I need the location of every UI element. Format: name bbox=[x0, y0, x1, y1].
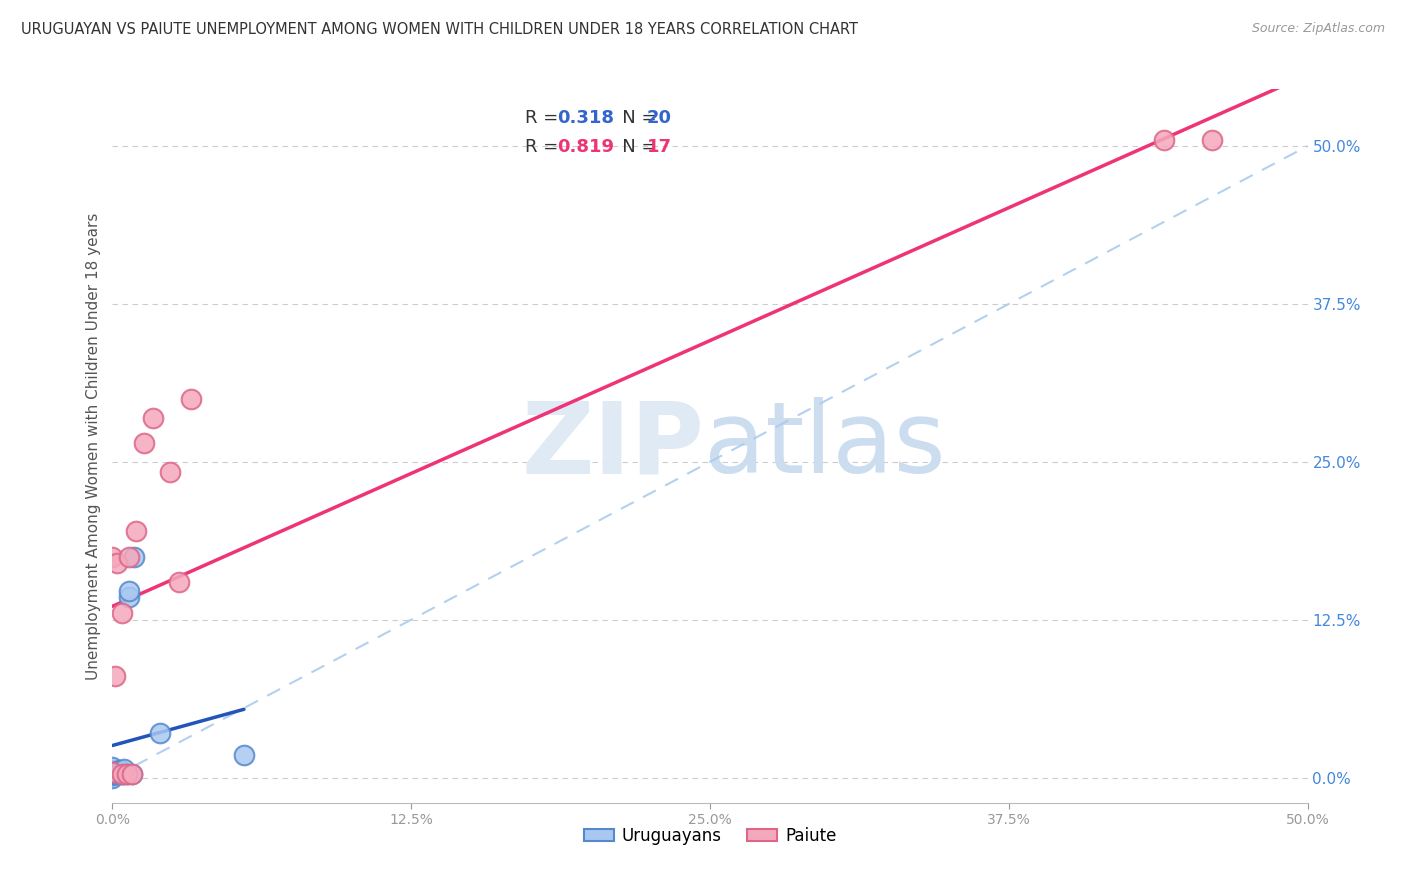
Point bbox=[115, 766, 138, 780]
Point bbox=[149, 726, 172, 740]
Point bbox=[105, 764, 128, 779]
Point bbox=[169, 574, 191, 589]
Point bbox=[132, 435, 155, 450]
Point bbox=[1153, 133, 1175, 147]
Point bbox=[101, 763, 124, 777]
Text: URUGUAYAN VS PAIUTE UNEMPLOYMENT AMONG WOMEN WITH CHILDREN UNDER 18 YEARS CORREL: URUGUAYAN VS PAIUTE UNEMPLOYMENT AMONG W… bbox=[21, 22, 858, 37]
Text: 0.318: 0.318 bbox=[557, 110, 614, 128]
Point bbox=[115, 766, 138, 780]
Text: N =: N = bbox=[605, 138, 662, 156]
Point bbox=[118, 583, 141, 598]
Point bbox=[121, 766, 143, 780]
Point bbox=[118, 590, 141, 604]
Point bbox=[101, 549, 124, 564]
Point bbox=[101, 771, 124, 785]
Point bbox=[159, 465, 181, 479]
Text: atlas: atlas bbox=[704, 398, 946, 494]
Point bbox=[105, 556, 128, 570]
Point bbox=[105, 766, 128, 780]
Point bbox=[104, 766, 127, 780]
Point bbox=[101, 760, 124, 774]
Text: R =: R = bbox=[524, 138, 564, 156]
Point bbox=[114, 762, 135, 776]
Y-axis label: Unemployment Among Women with Children Under 18 years: Unemployment Among Women with Children U… bbox=[86, 212, 101, 680]
Point bbox=[1201, 133, 1223, 147]
Point bbox=[101, 768, 124, 782]
Point bbox=[233, 747, 256, 762]
Point bbox=[125, 524, 148, 539]
Point bbox=[104, 669, 127, 683]
Legend: Uruguayans, Paiute: Uruguayans, Paiute bbox=[576, 821, 844, 852]
Point bbox=[108, 763, 131, 777]
Text: Source: ZipAtlas.com: Source: ZipAtlas.com bbox=[1251, 22, 1385, 36]
Point bbox=[180, 392, 202, 406]
Text: 0.819: 0.819 bbox=[557, 138, 614, 156]
Point bbox=[118, 549, 141, 564]
Point bbox=[108, 765, 131, 780]
Point bbox=[114, 766, 135, 780]
Point bbox=[111, 766, 134, 780]
Text: N =: N = bbox=[605, 110, 662, 128]
Point bbox=[142, 410, 165, 425]
Point bbox=[101, 765, 124, 780]
Point bbox=[121, 766, 143, 780]
Point bbox=[111, 766, 134, 780]
Text: 20: 20 bbox=[647, 110, 672, 128]
Text: R =: R = bbox=[524, 110, 564, 128]
Point bbox=[101, 765, 124, 780]
Point bbox=[122, 549, 145, 564]
Text: ZIP: ZIP bbox=[522, 398, 704, 494]
Text: 17: 17 bbox=[647, 138, 672, 156]
Point bbox=[111, 607, 134, 621]
